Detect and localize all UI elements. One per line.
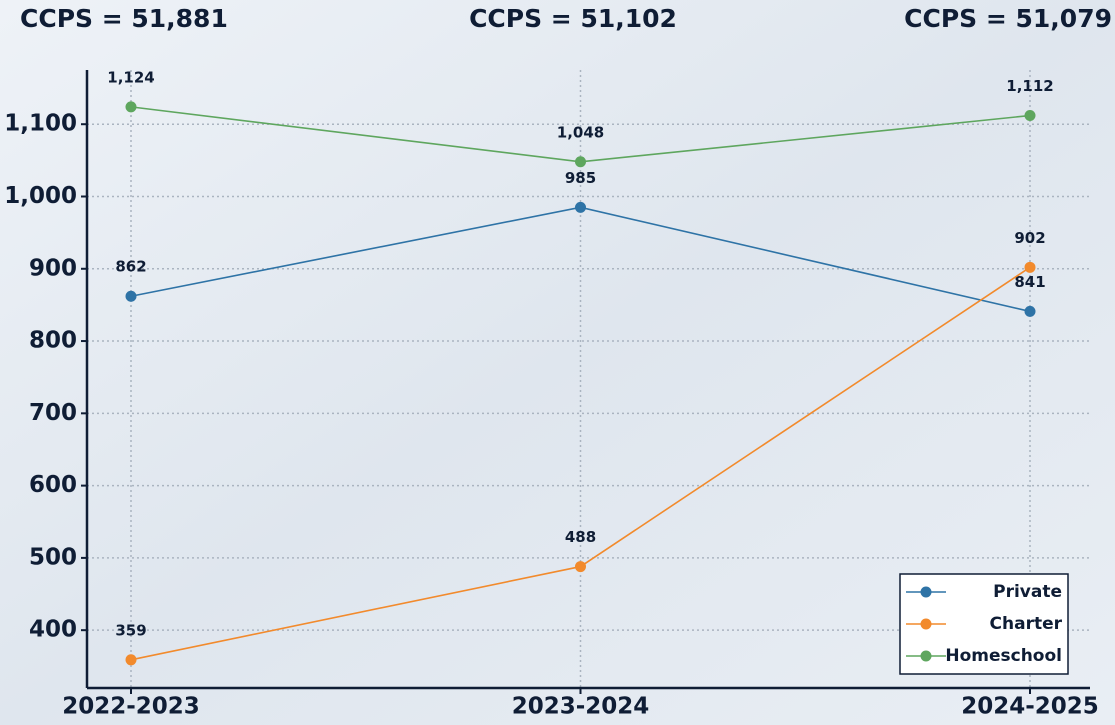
value-label: 1,112 bbox=[1006, 77, 1053, 95]
marker bbox=[1024, 305, 1036, 317]
x-tick-label: 2023-2024 bbox=[512, 694, 650, 720]
legend-marker bbox=[920, 586, 932, 598]
value-label: 985 bbox=[565, 169, 596, 187]
value-label: 862 bbox=[115, 258, 146, 276]
x-tick-label: 2022-2023 bbox=[62, 694, 200, 720]
marker bbox=[575, 561, 586, 573]
y-tick-label: 500 bbox=[29, 544, 77, 570]
y-tick-label: 900 bbox=[29, 255, 77, 281]
annotation: CCPS = 51,881 bbox=[20, 4, 228, 33]
legend-label: Private bbox=[993, 582, 1062, 602]
marker bbox=[1024, 261, 1036, 273]
marker bbox=[125, 290, 137, 302]
legend-marker bbox=[920, 650, 932, 662]
y-tick-label: 1,100 bbox=[4, 111, 77, 137]
value-label: 841 bbox=[1014, 273, 1045, 291]
marker bbox=[125, 101, 137, 113]
y-tick-label: 1,000 bbox=[4, 183, 77, 209]
x-tick-label: 2024-2025 bbox=[961, 694, 1099, 720]
marker bbox=[575, 201, 586, 213]
marker bbox=[125, 654, 137, 666]
annotation: CCPS = 51,079 bbox=[904, 4, 1112, 33]
y-tick-label: 700 bbox=[29, 400, 77, 426]
marker bbox=[575, 156, 586, 168]
y-tick-label: 600 bbox=[29, 472, 77, 498]
y-tick-label: 800 bbox=[29, 328, 77, 354]
legend-label: Charter bbox=[990, 614, 1063, 634]
value-label: 1,124 bbox=[107, 68, 154, 86]
value-label: 359 bbox=[115, 621, 146, 639]
marker bbox=[1024, 110, 1036, 122]
value-label: 488 bbox=[565, 528, 596, 546]
annotation: CCPS = 51,102 bbox=[469, 4, 677, 33]
legend-marker bbox=[920, 618, 932, 630]
y-tick-label: 400 bbox=[29, 617, 77, 643]
value-label: 902 bbox=[1014, 229, 1045, 247]
legend-label: Homeschool bbox=[945, 646, 1062, 666]
value-label: 1,048 bbox=[557, 123, 604, 141]
